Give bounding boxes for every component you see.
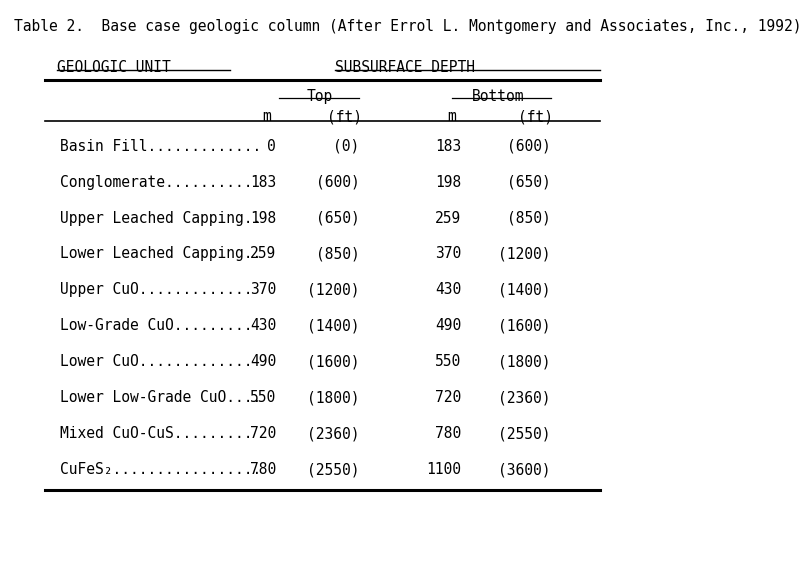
Text: 780: 780 [250, 462, 276, 477]
Text: 0: 0 [267, 139, 276, 154]
Text: Conglomerate..........: Conglomerate.......... [60, 174, 253, 190]
Text: (2550): (2550) [307, 462, 359, 477]
Text: (650): (650) [316, 211, 359, 225]
Text: Low-Grade CuO.........: Low-Grade CuO......... [60, 318, 253, 333]
Text: (850): (850) [316, 247, 359, 261]
Text: Bottom: Bottom [472, 89, 525, 104]
Text: 198: 198 [250, 211, 276, 225]
Text: Top: Top [306, 89, 333, 104]
Text: (600): (600) [507, 139, 551, 154]
Text: (1600): (1600) [498, 318, 551, 333]
Text: SUBSURFACE DEPTH: SUBSURFACE DEPTH [334, 60, 474, 75]
Text: Mixed CuO-CuS.........: Mixed CuO-CuS......... [60, 426, 253, 441]
Text: GEOLOGIC UNIT: GEOLOGIC UNIT [57, 60, 170, 75]
Text: Upper Leached Capping..: Upper Leached Capping.. [60, 211, 262, 225]
Text: (600): (600) [316, 174, 359, 190]
Text: 550: 550 [435, 355, 462, 369]
Text: 430: 430 [435, 282, 462, 298]
Text: m: m [262, 109, 271, 124]
Text: (2360): (2360) [307, 426, 359, 441]
Text: Basin Fill.............: Basin Fill............. [60, 139, 262, 154]
Text: (1400): (1400) [307, 318, 359, 333]
Text: (1800): (1800) [307, 390, 359, 405]
Text: (ft): (ft) [518, 109, 553, 124]
Text: 259: 259 [435, 211, 462, 225]
Text: 259: 259 [250, 247, 276, 261]
Text: (ft): (ft) [326, 109, 362, 124]
Text: Lower Low-Grade CuO....: Lower Low-Grade CuO.... [60, 390, 262, 405]
Text: 720: 720 [435, 390, 462, 405]
Text: (0): (0) [333, 139, 359, 154]
Text: 490: 490 [435, 318, 462, 333]
Text: Lower Leached Capping..: Lower Leached Capping.. [60, 247, 262, 261]
Text: (850): (850) [507, 211, 551, 225]
Text: (3600): (3600) [498, 462, 551, 477]
Text: (1200): (1200) [498, 247, 551, 261]
Text: (2360): (2360) [498, 390, 551, 405]
Text: 183: 183 [250, 174, 276, 190]
Text: (1200): (1200) [307, 282, 359, 298]
Text: (1600): (1600) [307, 355, 359, 369]
Text: Lower CuO.............: Lower CuO............. [60, 355, 253, 369]
Text: 1100: 1100 [426, 462, 462, 477]
Text: 490: 490 [250, 355, 276, 369]
Text: 370: 370 [435, 247, 462, 261]
Text: 780: 780 [435, 426, 462, 441]
Text: CuFeS₂.................: CuFeS₂................. [60, 462, 262, 477]
Text: 550: 550 [250, 390, 276, 405]
Text: (2550): (2550) [498, 426, 551, 441]
Text: 198: 198 [435, 174, 462, 190]
Text: 430: 430 [250, 318, 276, 333]
Text: (1800): (1800) [498, 355, 551, 369]
Text: 370: 370 [250, 282, 276, 298]
Text: m: m [448, 109, 457, 124]
Text: (1400): (1400) [498, 282, 551, 298]
Text: 720: 720 [250, 426, 276, 441]
Text: Table 2.  Base case geologic column (After Errol L. Montgomery and Associates, I: Table 2. Base case geologic column (Afte… [14, 19, 800, 34]
Text: Upper CuO.............: Upper CuO............. [60, 282, 253, 298]
Text: 183: 183 [435, 139, 462, 154]
Text: (650): (650) [507, 174, 551, 190]
